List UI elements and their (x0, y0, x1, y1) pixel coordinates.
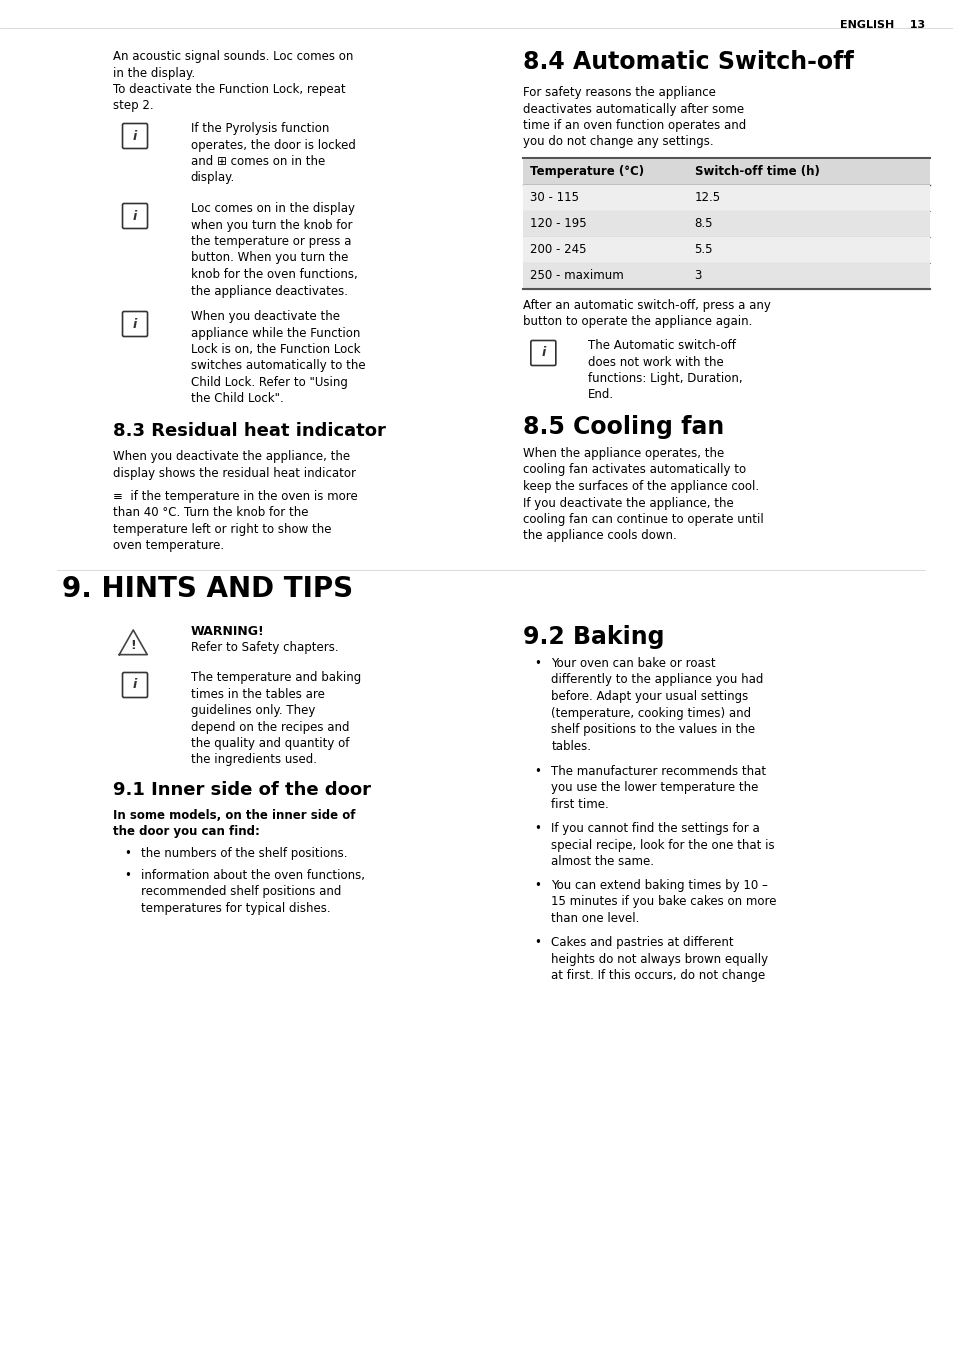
Text: When the appliance operates, the
cooling fan activates automatically to
keep the: When the appliance operates, the cooling… (522, 447, 762, 543)
Text: The temperature and baking
times in the tables are
guidelines only. They
depend : The temperature and baking times in the … (191, 672, 360, 766)
Text: An acoustic signal sounds. Loc comes on
in the display.
To deactivate the Functi: An acoustic signal sounds. Loc comes on … (112, 50, 353, 112)
Text: The Automatic switch-off
does not work with the
functions: Light, Duration,
End.: The Automatic switch-off does not work w… (587, 338, 741, 402)
Bar (522, 211, 929, 237)
FancyBboxPatch shape (122, 203, 148, 229)
Text: 9.2 Baking: 9.2 Baking (522, 626, 663, 649)
Text: When you deactivate the
appliance while the Function
Lock is on, the Function Lo: When you deactivate the appliance while … (191, 310, 365, 405)
Text: Refer to Safety chapters.: Refer to Safety chapters. (191, 640, 338, 654)
Text: •: • (124, 869, 131, 881)
FancyBboxPatch shape (122, 673, 148, 697)
Text: •: • (124, 848, 131, 860)
Text: 200 - 245: 200 - 245 (530, 242, 586, 256)
Text: 8.3 Residual heat indicator: 8.3 Residual heat indicator (112, 422, 385, 440)
Text: 12.5: 12.5 (694, 191, 720, 204)
Text: Loc comes on in the display
when you turn the knob for
the temperature or press : Loc comes on in the display when you tur… (191, 202, 357, 298)
Text: 120 - 195: 120 - 195 (530, 217, 586, 230)
Text: •: • (534, 936, 540, 949)
Text: i: i (132, 317, 137, 330)
Bar (522, 158, 929, 185)
Text: i: i (132, 130, 137, 142)
Bar (522, 185, 929, 211)
Text: •: • (534, 657, 540, 670)
Text: 9. HINTS AND TIPS: 9. HINTS AND TIPS (62, 575, 353, 603)
Text: WARNING!: WARNING! (191, 626, 264, 638)
Text: 8.5 Cooling fan: 8.5 Cooling fan (522, 414, 723, 439)
Text: •: • (534, 879, 540, 892)
Text: the numbers of the shelf positions.: the numbers of the shelf positions. (141, 848, 347, 860)
Text: For safety reasons the appliance
deactivates automatically after some
time if an: For safety reasons the appliance deactiv… (522, 87, 745, 149)
Text: •: • (534, 765, 540, 779)
Text: You can extend baking times by 10 –
15 minutes if you bake cakes on more
than on: You can extend baking times by 10 – 15 m… (551, 879, 776, 925)
Bar (522, 237, 929, 263)
Text: ENGLISH    13: ENGLISH 13 (840, 20, 924, 30)
Text: 9.1 Inner side of the door: 9.1 Inner side of the door (112, 781, 370, 799)
Text: i: i (132, 210, 137, 222)
Text: ≡  if the temperature in the oven is more
than 40 °C. Turn the knob for the
temp: ≡ if the temperature in the oven is more… (112, 490, 357, 552)
Text: 3: 3 (694, 269, 701, 282)
Text: In some models, on the inner side of
the door you can find:: In some models, on the inner side of the… (112, 808, 355, 838)
Text: Your oven can bake or roast
differently to the appliance you had
before. Adapt y: Your oven can bake or roast differently … (551, 657, 763, 753)
Text: •: • (534, 822, 540, 835)
Bar (522, 263, 929, 288)
Text: Temperature (°C): Temperature (°C) (530, 165, 644, 177)
Text: After an automatic switch-off, press a any
button to operate the appliance again: After an automatic switch-off, press a a… (522, 299, 770, 329)
Text: information about the oven functions,
recommended shelf positions and
temperatur: information about the oven functions, re… (141, 869, 365, 915)
FancyBboxPatch shape (530, 340, 556, 366)
Text: 5.5: 5.5 (694, 242, 712, 256)
Text: When you deactivate the appliance, the
display shows the residual heat indicator: When you deactivate the appliance, the d… (112, 450, 355, 479)
Text: i: i (540, 347, 545, 360)
Text: 8.5: 8.5 (694, 217, 712, 230)
Text: Switch-off time (h): Switch-off time (h) (694, 165, 819, 177)
Text: i: i (132, 678, 137, 692)
Text: !: ! (131, 639, 136, 651)
Text: 8.4 Automatic Switch-off: 8.4 Automatic Switch-off (522, 50, 853, 74)
Text: Cakes and pastries at different
heights do not always brown equally
at first. If: Cakes and pastries at different heights … (551, 936, 768, 982)
Text: If the Pyrolysis function
operates, the door is locked
and ⊞ comes on in the
dis: If the Pyrolysis function operates, the … (191, 122, 355, 184)
FancyBboxPatch shape (122, 311, 148, 337)
Text: If you cannot find the settings for a
special recipe, look for the one that is
a: If you cannot find the settings for a sp… (551, 822, 774, 868)
Text: The manufacturer recommends that
you use the lower temperature the
first time.: The manufacturer recommends that you use… (551, 765, 765, 811)
Text: 30 - 115: 30 - 115 (530, 191, 578, 204)
Text: 250 - maximum: 250 - maximum (530, 269, 623, 282)
FancyBboxPatch shape (122, 123, 148, 149)
